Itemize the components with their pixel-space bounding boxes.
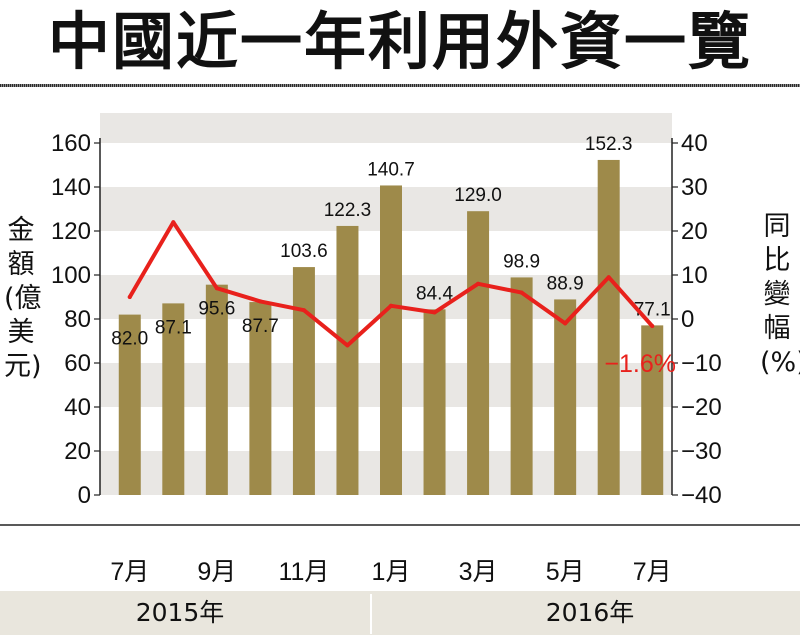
axes [0, 138, 800, 526]
y-tick-label-right: −20 [681, 394, 722, 421]
bar-value-labels: 82.0 87.1 95.6 87.7 103.6 122.3 140.7 84.4 129.0… [111, 134, 670, 350]
yoy-point [563, 321, 568, 326]
yoy-point [171, 220, 176, 225]
x-tick-label: 1月 [372, 558, 411, 586]
chart-area: 82.0 87.1 95.6 87.7 103.6 122.3 140.7 84.4 129.0… [0, 113, 800, 586]
title-underline [0, 84, 800, 87]
y-tick-label-left: 40 [64, 394, 91, 421]
bar-value-label: 84.4 [416, 283, 453, 304]
yoy-line-series [127, 220, 655, 348]
annotation-layer: −1.6% [604, 350, 676, 378]
yoy-point [606, 275, 611, 280]
bar [641, 325, 664, 495]
bar [336, 225, 359, 495]
bar-value-label: 87.7 [242, 316, 279, 337]
bar-value-label: 152.3 [585, 134, 633, 155]
x-tick-label: 5月 [546, 558, 585, 586]
bar-value-label: 87.1 [155, 317, 192, 338]
grid-band [100, 113, 672, 143]
year-separator [370, 594, 372, 634]
y-tick-label-left: 60 [64, 350, 91, 377]
yoy-point [389, 303, 393, 308]
yoy-point [345, 343, 350, 348]
bar [380, 185, 402, 495]
year-label-2016: 2016年 [545, 598, 635, 627]
x-tick-label: 3月 [459, 558, 498, 586]
bar [597, 159, 620, 495]
bar-value-label: 95.6 [198, 299, 235, 320]
year-band: 2015年 2016年 [0, 591, 800, 635]
y-axis-right-label: 同比變幅(%) [760, 211, 800, 378]
yoy-point [301, 308, 306, 313]
bar-value-label: 82.0 [111, 329, 148, 350]
yoy-point [214, 286, 219, 291]
bar [292, 267, 315, 495]
yoy-point [258, 299, 263, 304]
bar-value-label: 129.0 [454, 185, 502, 206]
bar [510, 277, 533, 495]
y-tick-label-right: −30 [681, 438, 722, 465]
y-tick-label-left: 100 [51, 262, 91, 289]
yoy-point [519, 290, 524, 295]
grid-band [100, 143, 672, 187]
tick-labels: 0 20 40 60 80 100 120 140 160 −40 −30 −20 −10 0 10 20 30… [51, 130, 722, 509]
y-tick-label-right: 10 [681, 262, 708, 289]
y-tick-label-right: −40 [681, 482, 722, 509]
chart-title: 中國近一年利用外資一覽 [47, 5, 752, 78]
y-tick-label-left: 0 [78, 482, 91, 509]
x-tick-label: 11月 [278, 558, 329, 586]
y-tick-label-left: 120 [51, 218, 91, 245]
y-tick-label-left: 160 [51, 130, 91, 157]
y-tick-label-left: 140 [51, 174, 91, 201]
bar [467, 211, 490, 495]
y-tick-label-right: 30 [681, 174, 708, 201]
yoy-point [432, 310, 437, 315]
x-tick-labels: 7月 9月 11月 1月 3月 5月 7月 [110, 558, 671, 586]
y-tick-label-left: 20 [64, 438, 91, 465]
y-tick-label-right: −10 [681, 350, 722, 377]
y-tick-label-right: 40 [681, 130, 708, 157]
yoy-annotation: −1.6% [604, 350, 676, 378]
bar-value-label: 103.6 [280, 241, 328, 262]
bar-value-label: 140.7 [367, 159, 415, 180]
yoy-point [476, 281, 481, 286]
yoy-point [650, 324, 655, 329]
bar-value-label: 122.3 [324, 200, 372, 221]
y-tick-label-right: 20 [681, 218, 708, 245]
y-tick-label-left: 80 [64, 306, 91, 333]
x-tick-label: 9月 [197, 558, 236, 586]
bar-series [118, 159, 664, 495]
bar-value-label: 98.9 [503, 251, 540, 272]
y-axis-left-label: 金額(億美元) [4, 215, 42, 382]
bar-value-label: 88.9 [547, 273, 584, 294]
bar [205, 284, 228, 495]
x-tick-label: 7月 [110, 558, 149, 586]
bar [423, 309, 446, 495]
bar [249, 302, 272, 495]
yoy-point [127, 295, 132, 299]
bar [118, 314, 141, 495]
x-tick-label: 7月 [633, 558, 672, 586]
bar [554, 299, 577, 495]
year-label-2015: 2015年 [135, 598, 225, 627]
bar [162, 303, 185, 495]
y-tick-label-right: 0 [681, 306, 694, 333]
